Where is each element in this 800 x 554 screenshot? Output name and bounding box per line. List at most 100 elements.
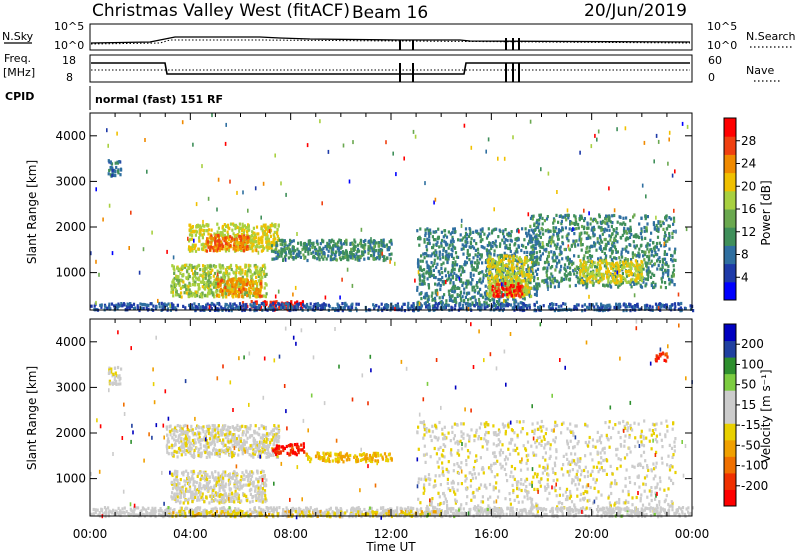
heatmap-cell (311, 245, 314, 250)
heatmap-cell (520, 269, 523, 273)
heatmap-cell (203, 243, 206, 247)
heatmap-cell (430, 294, 433, 298)
heatmap-cell (251, 230, 254, 234)
heatmap-cell (428, 241, 431, 246)
heatmap-cell (250, 304, 254, 308)
heatmap-cell (636, 269, 639, 273)
heatmap-cell (456, 263, 459, 267)
heatmap-cell (541, 252, 544, 256)
heatmap-cell (227, 226, 230, 230)
heatmap-cell (600, 247, 603, 252)
heatmap-cell (477, 271, 480, 275)
heatmap-cell (324, 244, 327, 249)
heatmap-cell (176, 303, 179, 307)
heatmap-cell (190, 268, 193, 272)
heatmap-cell (426, 237, 429, 241)
heatmap-cell (559, 249, 562, 253)
heatmap-cell (530, 273, 533, 277)
heatmap-cell (290, 239, 293, 244)
heatmap-cell (219, 233, 222, 237)
heatmap-cell (457, 255, 460, 259)
heatmap-cell (149, 302, 152, 306)
heatmap-cell (228, 265, 231, 269)
heatmap-cell (642, 280, 645, 284)
heatmap-cell (579, 269, 582, 273)
heatmap-cell (647, 250, 651, 254)
heatmap-cell (684, 307, 687, 311)
heatmap-cell (436, 304, 439, 308)
heatmap-cell (462, 281, 465, 285)
heatmap-cell (621, 272, 624, 276)
heatmap-cell (551, 239, 554, 243)
heatmap-cell (362, 251, 365, 255)
heatmap-cell (453, 286, 456, 291)
heatmap-cell (238, 271, 241, 275)
heatmap-cell (507, 246, 510, 251)
heatmap-cell (195, 294, 199, 298)
heatmap-cell (581, 309, 584, 313)
heatmap-cell (504, 256, 508, 260)
heatmap-cell (215, 244, 219, 248)
heatmap-cell (170, 302, 173, 306)
heatmap-cell (504, 273, 508, 278)
heatmap-cell (607, 278, 610, 282)
heatmap-cell (212, 285, 216, 289)
heatmap-cell (218, 270, 221, 274)
heatmap-cell (380, 249, 383, 253)
heatmap-cell (587, 236, 590, 240)
heatmap-cell (525, 283, 528, 287)
heatmap-cell (497, 294, 500, 298)
heatmap-cell (514, 293, 517, 297)
heatmap-cell (224, 241, 227, 245)
heatmap-cell (670, 217, 673, 221)
heatmap-cell (222, 276, 225, 280)
heatmap-cell (90, 251, 92, 256)
heatmap-cell (465, 261, 468, 265)
heatmap-cell (496, 284, 499, 289)
heatmap-cell (274, 153, 276, 158)
heatmap-cell (486, 305, 489, 309)
heatmap-cell (657, 229, 660, 233)
heatmap-cell (277, 307, 280, 311)
heatmap-cell (613, 305, 616, 310)
heatmap-cell (677, 302, 680, 306)
heatmap-cell (623, 302, 626, 306)
heatmap-cell (541, 245, 544, 249)
heatmap-cell (311, 244, 315, 248)
heatmap-cell (244, 238, 247, 242)
heatmap-cell (110, 302, 114, 306)
heatmap-cell (621, 266, 624, 270)
heatmap-cell (435, 230, 438, 234)
heatmap-cell (515, 300, 518, 304)
heatmap-cell (448, 292, 451, 297)
heatmap-cell (534, 269, 537, 273)
heatmap-cell (289, 238, 292, 242)
heatmap-cell (254, 186, 257, 191)
heatmap-cell (235, 268, 238, 272)
heatmap-cell (561, 215, 564, 219)
heatmap-cell (519, 301, 522, 305)
heatmap-cell (550, 272, 553, 276)
heatmap-cell (560, 304, 563, 308)
heatmap-cell (192, 229, 195, 233)
heatmap-cell (622, 260, 625, 264)
heatmap-cell (201, 305, 205, 309)
heatmap-cell (463, 291, 466, 295)
heatmap-cell (453, 298, 456, 302)
heatmap-cell (188, 245, 191, 249)
heatmap-cell (483, 300, 486, 305)
heatmap-cell (334, 244, 337, 248)
heatmap-cell (203, 224, 206, 228)
heatmap-cell (601, 240, 604, 244)
heatmap-cell (528, 287, 531, 291)
heatmap-cell (190, 290, 193, 294)
heatmap-cell (480, 245, 483, 249)
heatmap-cell (463, 299, 466, 303)
heatmap-cell (498, 267, 501, 271)
heatmap-cell (460, 299, 463, 303)
heatmap-cell (671, 231, 674, 235)
heatmap-cell (546, 228, 549, 232)
heatmap-cell (424, 228, 427, 232)
heatmap-cell (515, 264, 518, 268)
heatmap-cell (573, 214, 576, 218)
